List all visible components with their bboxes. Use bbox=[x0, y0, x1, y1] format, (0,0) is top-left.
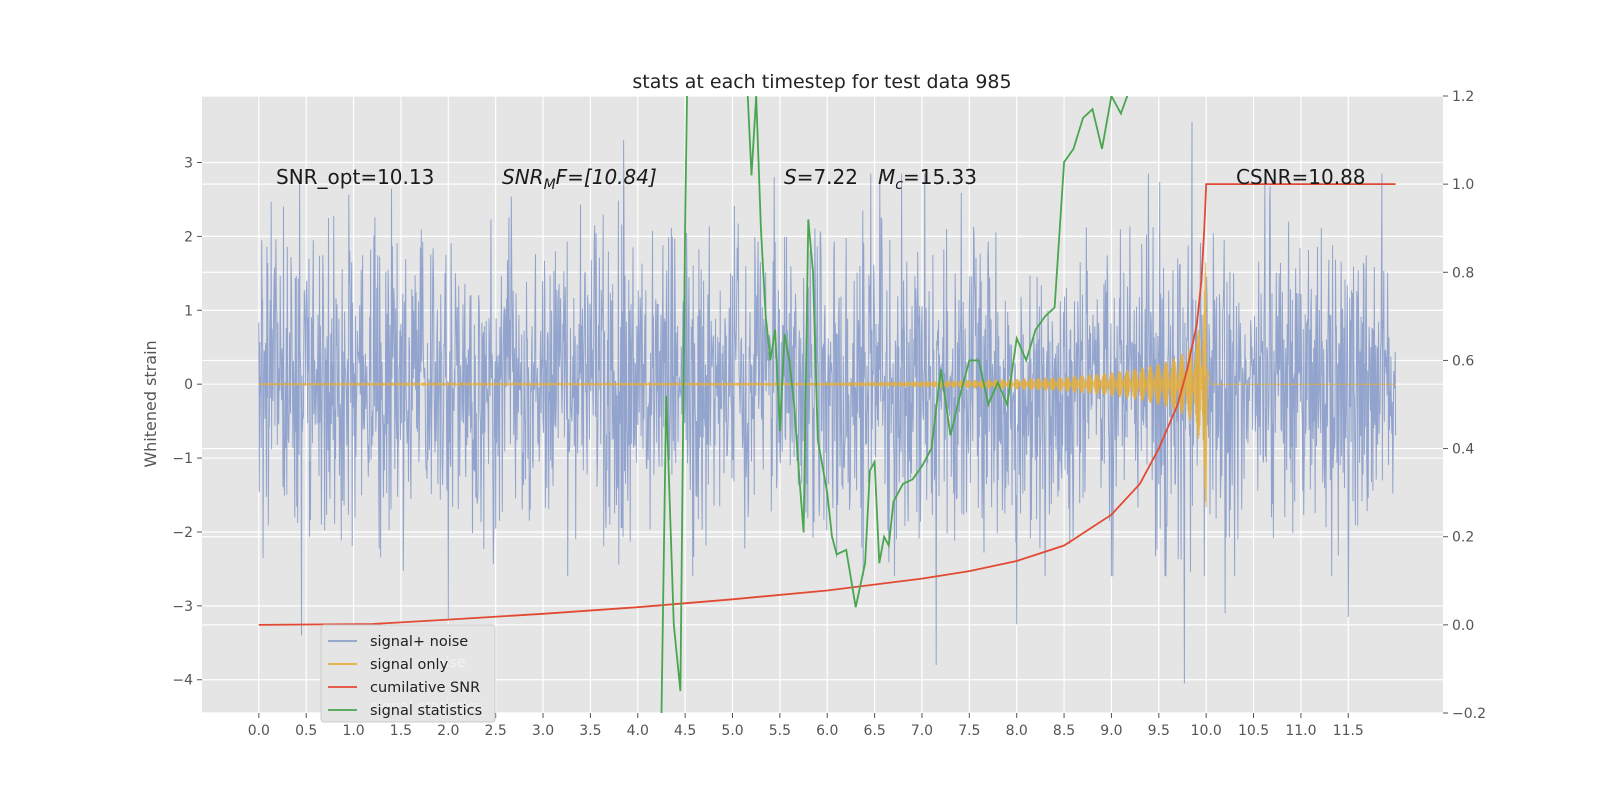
y2-tick-label: 0.6 bbox=[1452, 353, 1474, 369]
x-tick-label: 4.0 bbox=[627, 723, 649, 739]
x-tick-label: 8.5 bbox=[1053, 723, 1075, 739]
annotations: SNR_opt=10.13 SNRMF=[10.84] S=7.22 Mc=15… bbox=[276, 165, 1366, 193]
x-tick-label: 11.0 bbox=[1285, 723, 1316, 739]
annotation-snr-opt: SNR_opt=10.13 bbox=[276, 165, 434, 189]
x-tick-label: 8.0 bbox=[1006, 723, 1028, 739]
x-tick-label: 0.5 bbox=[295, 723, 317, 739]
x-tick-label: 2.0 bbox=[437, 723, 459, 739]
x-tick-label: 5.0 bbox=[721, 723, 743, 739]
y-tick-label: −1 bbox=[172, 451, 193, 467]
y-tick-label: −4 bbox=[172, 673, 193, 689]
y2-tick-label: −0.2 bbox=[1452, 706, 1486, 722]
y2-tick-label: 0.0 bbox=[1452, 618, 1474, 634]
x-tick-label: 1.5 bbox=[390, 723, 412, 739]
x-tick-label: 10.5 bbox=[1238, 723, 1269, 739]
annotation-csnr: CSNR=10.88 bbox=[1236, 165, 1366, 189]
legend-label: signal only bbox=[370, 657, 449, 673]
y-tick-label: 0 bbox=[184, 377, 193, 393]
annotation-s: S=7.22 bbox=[784, 165, 858, 189]
y2-tick-label: 0.8 bbox=[1452, 265, 1474, 281]
y-tick-label: 1 bbox=[184, 303, 193, 319]
series-signal-only bbox=[258, 262, 1396, 508]
legend-ghost-text: signal statistics bbox=[370, 699, 482, 715]
legend-label: cumilative SNR bbox=[370, 680, 480, 696]
x-tick-label: 7.5 bbox=[958, 723, 980, 739]
y-tick-label: −2 bbox=[172, 525, 193, 541]
axes-layer: 0.0 0.5 1.0 1.5 2.0 2.5 3.0 3.5 4.0 4.5 5.0 5.5 6.0 6… bbox=[172, 89, 1486, 739]
y2-tick-label: 1.0 bbox=[1452, 177, 1474, 193]
x-tick-label: 6.0 bbox=[816, 723, 838, 739]
x-tick-label: 3.5 bbox=[579, 723, 601, 739]
annotation-snr-mf: SNRMF=[10.84] bbox=[502, 165, 657, 193]
series-cumulative-snr bbox=[258, 183, 1396, 626]
y-tick-label: −3 bbox=[172, 599, 193, 615]
annotation-mc: Mc=15.33 bbox=[878, 165, 977, 193]
x-tick-label: 4.5 bbox=[674, 723, 696, 739]
x-tick-label: 10.0 bbox=[1191, 723, 1222, 739]
legend-ghost-text: nise bbox=[436, 655, 466, 671]
y2-tick-label: 1.2 bbox=[1452, 89, 1474, 105]
x-tick-label: 0.0 bbox=[248, 723, 270, 739]
x-tick-label: 9.0 bbox=[1100, 723, 1122, 739]
y2-tick-label: 0.4 bbox=[1452, 442, 1474, 458]
legend: nise signal statistics signal+ noise sign… bbox=[320, 624, 496, 723]
y-axis-label: Whitened strain bbox=[141, 340, 160, 467]
x-tick-label: 1.0 bbox=[342, 723, 364, 739]
legend-label: signal statistics bbox=[370, 703, 482, 719]
y-tick-label: 3 bbox=[184, 156, 193, 172]
x-tick-label: 5.5 bbox=[769, 723, 791, 739]
x-tick-label: 3.0 bbox=[532, 723, 554, 739]
legend-label: signal+ noise bbox=[370, 634, 468, 650]
y-tick-label: 2 bbox=[184, 229, 193, 245]
y2-tick-label: 0.2 bbox=[1452, 530, 1474, 546]
legend-box bbox=[320, 624, 496, 723]
x-tick-label: 7.0 bbox=[911, 723, 933, 739]
series-layer bbox=[258, 96, 1397, 713]
x-tick-label: 2.5 bbox=[485, 723, 507, 739]
x-tick-label: 11.5 bbox=[1333, 723, 1364, 739]
chart-title: stats at each timestep for test data 985 bbox=[632, 71, 1011, 93]
x-tick-label: 6.5 bbox=[863, 723, 885, 739]
series-signal-statistics bbox=[660, 96, 1129, 713]
x-tick-label: 9.5 bbox=[1148, 723, 1170, 739]
